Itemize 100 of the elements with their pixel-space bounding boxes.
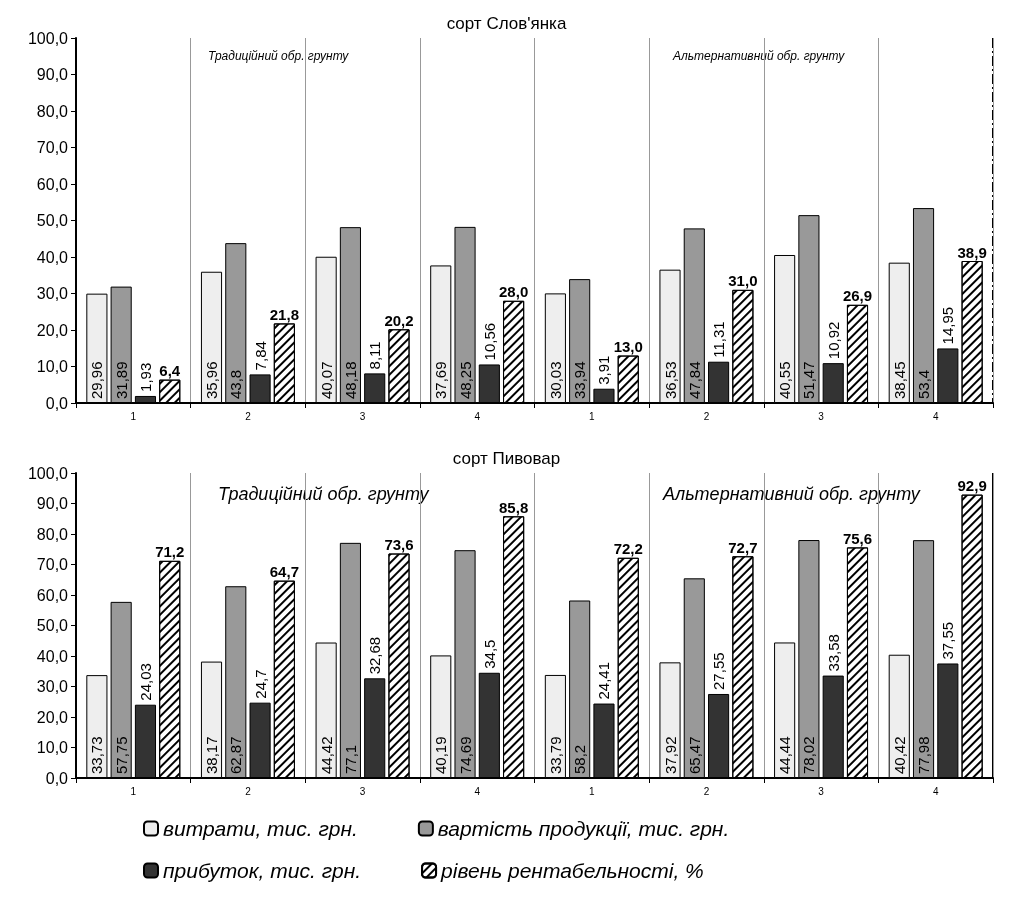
- data-label: 38,17: [203, 736, 220, 774]
- data-label: 38,45: [890, 361, 908, 399]
- data-label: 34,5: [480, 639, 498, 669]
- data-label: 58,2: [571, 744, 589, 774]
- data-label: 32,68: [366, 636, 384, 675]
- data-label: 1,93: [136, 362, 154, 392]
- annotation: Альтернативний обр. грунту: [672, 49, 846, 63]
- data-label: 92,9: [957, 477, 987, 495]
- legend-label: витрати, тис. грн.: [163, 817, 358, 840]
- x-tick-label: 2: [245, 410, 252, 422]
- data-label: 7,84: [251, 341, 269, 371]
- x-tick-label: 3: [359, 785, 366, 797]
- data-label: 24,7: [251, 669, 269, 699]
- data-label: 31,89: [112, 361, 130, 399]
- y-tick-label: 90,0: [36, 66, 69, 83]
- y-tick-label: 20,0: [36, 708, 69, 726]
- x-tick-label: 1: [589, 785, 596, 797]
- x-tick-label: 1: [589, 410, 596, 422]
- y-tick-label: 30,0: [36, 285, 69, 302]
- data-label: 10,56: [480, 322, 498, 361]
- legend-label: прибуток, тис. грн.: [163, 859, 362, 882]
- data-label: 36,53: [661, 361, 679, 399]
- data-label: 27,55: [710, 652, 728, 690]
- x-tick-label: 4: [932, 785, 939, 797]
- data-label: 44,44: [776, 736, 794, 774]
- data-label: 75,6: [842, 529, 873, 547]
- data-label: 85,8: [499, 498, 529, 516]
- data-label: 40,07: [317, 361, 335, 399]
- data-label: 53,4: [915, 369, 933, 399]
- data-label: 33,79: [546, 736, 564, 774]
- data-label: 72,7: [728, 538, 758, 556]
- data-label: 71,2: [155, 543, 185, 561]
- x-tick-label: 4: [474, 410, 481, 422]
- data-label: 78,02: [800, 736, 818, 774]
- data-label: 38,9: [957, 243, 987, 261]
- y-tick-label: 50,0: [36, 617, 69, 634]
- x-tick-label: 2: [703, 410, 710, 422]
- y-tick-label: 10,0: [36, 739, 69, 756]
- data-label: 28,0: [499, 283, 529, 301]
- y-tick-label: 30,0: [36, 678, 69, 695]
- x-tick-label: 3: [818, 410, 825, 422]
- y-tick-label: 60,0: [36, 586, 69, 604]
- annotation: Альтернативний обр. грунту: [662, 484, 921, 504]
- chart-title: сорт Слов'янка: [446, 14, 567, 33]
- data-label: 44,42: [317, 736, 335, 774]
- data-label: 47,84: [685, 361, 703, 399]
- data-label: 26,9: [842, 287, 873, 305]
- data-label: 11,31: [710, 321, 728, 358]
- y-tick-label: 70,0: [36, 139, 69, 156]
- annotation: Традиційний обр. грунту: [208, 49, 350, 63]
- legend-label: вартість продукції, тис. грн.: [437, 817, 730, 840]
- data-label: 29,96: [88, 361, 106, 399]
- data-label: 20,2: [384, 311, 414, 329]
- data-label: 33,58: [824, 634, 842, 672]
- data-label: 64,7: [269, 563, 299, 581]
- y-tick-label: 40,0: [36, 248, 69, 266]
- x-tick-label: 3: [359, 410, 366, 422]
- data-label: 40,42: [890, 736, 908, 774]
- data-label: 77,1: [341, 744, 359, 774]
- data-label: 73,6: [384, 536, 414, 554]
- data-label: 30,03: [546, 361, 564, 399]
- data-label: 21,8: [269, 305, 299, 323]
- chart-title: сорт Пивовар: [452, 449, 561, 468]
- data-label: 6,4: [159, 362, 181, 380]
- data-label: 57,75: [112, 736, 130, 774]
- data-label: 31,0: [728, 272, 758, 290]
- y-tick-label: 40,0: [36, 647, 69, 665]
- y-tick-label: 80,0: [36, 525, 69, 543]
- data-label: 14,95: [939, 306, 957, 345]
- x-tick-label: 2: [703, 785, 710, 797]
- data-label: 37,92: [661, 736, 679, 774]
- annotation: Традиційний обр. грунту: [218, 484, 430, 504]
- x-tick-label: 1: [130, 410, 137, 422]
- y-tick-label: 0,0: [45, 769, 69, 787]
- data-label: 3,91: [595, 355, 613, 385]
- y-tick-label: 0,0: [45, 394, 69, 412]
- data-label: 74,69: [456, 736, 474, 774]
- x-tick-label: 3: [818, 785, 825, 797]
- data-label: 8,11: [366, 341, 384, 370]
- data-label: 24,41: [595, 662, 613, 700]
- y-tick-label: 20,0: [36, 321, 69, 339]
- data-label: 48,25: [456, 361, 474, 399]
- y-tick-label: 60,0: [36, 175, 69, 193]
- data-label: 43,8: [227, 369, 245, 399]
- data-label: 10,92: [824, 321, 842, 360]
- data-label: 77,98: [915, 736, 933, 774]
- x-tick-label: 2: [245, 785, 252, 797]
- data-label: 65,47: [685, 736, 703, 774]
- y-tick-label: 80,0: [36, 102, 69, 120]
- data-label: 40,19: [432, 736, 450, 774]
- y-tick-label: 100,0: [27, 29, 69, 47]
- x-tick-label: 4: [474, 785, 481, 797]
- y-tick-label: 10,0: [36, 358, 69, 375]
- data-label: 35,96: [203, 361, 220, 399]
- data-label: 51,47: [800, 361, 818, 399]
- data-label: 24,03: [136, 663, 154, 701]
- data-label: 48,18: [341, 361, 359, 399]
- data-label: 62,87: [227, 736, 245, 774]
- y-tick-label: 70,0: [36, 556, 69, 573]
- x-tick-label: 1: [130, 785, 137, 797]
